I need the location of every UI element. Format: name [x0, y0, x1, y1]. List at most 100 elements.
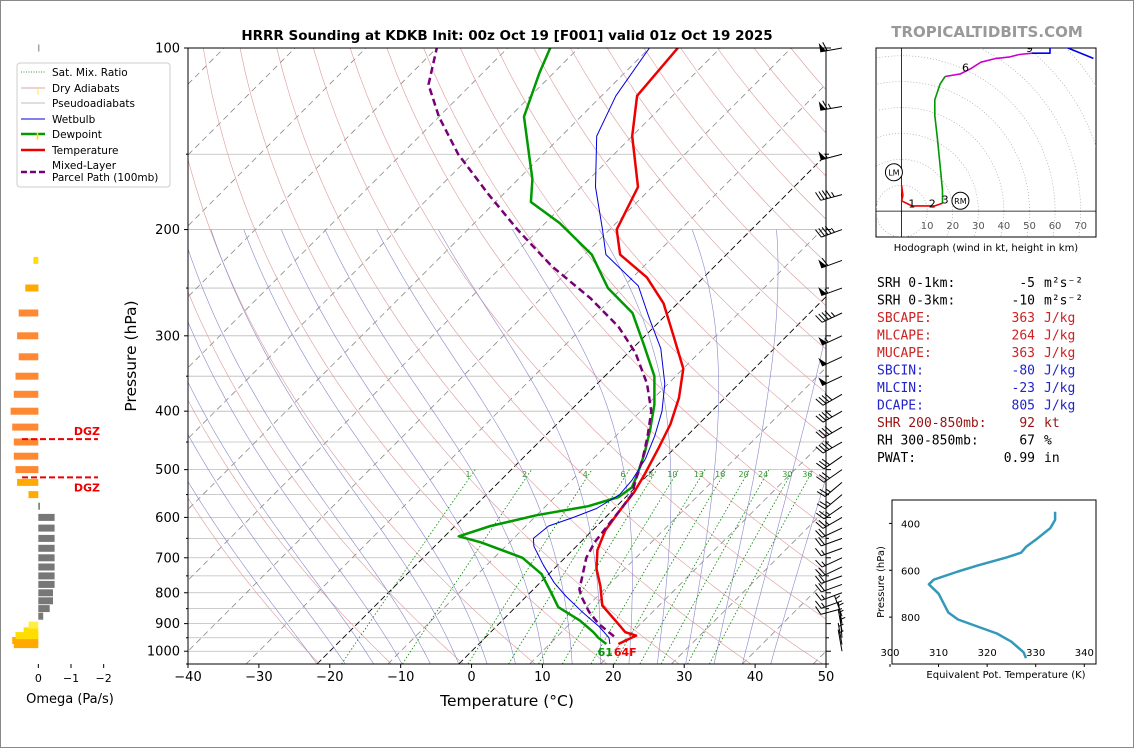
- wind-barb-feather: [815, 569, 823, 577]
- wind-barb: [815, 536, 843, 547]
- hodograph-caption: Hodograph (wind in kt, height in km): [894, 243, 1079, 254]
- wind-barb-half-feather: [825, 511, 831, 516]
- wind-barb: [818, 287, 843, 297]
- index-value: 67: [1019, 434, 1035, 449]
- omega-bar: [12, 637, 39, 644]
- theta-e-line: [927, 511, 1057, 659]
- omega-x-tick-label: −1: [63, 672, 79, 685]
- index-row: PWAT: 0.99 in: [877, 451, 1060, 466]
- skew-t-frame: [187, 47, 827, 665]
- moist-adiabat-line: [713, 229, 779, 664]
- omega-axis-label: Omega (Pa/s): [26, 692, 114, 707]
- y-tick-label: 500: [155, 463, 180, 478]
- wind-barb-half-feather: [835, 595, 841, 600]
- legend-label-mixed-layer: Mixed-Layer: [52, 160, 117, 172]
- omega-bar: [38, 544, 55, 552]
- y-tick-label: 200: [155, 223, 180, 238]
- wind-barb-feather: [815, 559, 823, 568]
- wind-barb-staff: [824, 482, 843, 497]
- hodograph-tick-label: 20: [946, 221, 959, 232]
- wind-barb-feather: [818, 528, 826, 537]
- wind-barb-staff: [822, 426, 843, 439]
- wind-barb-feather: [821, 412, 830, 420]
- legend: Sat. Mix. Ratio Dry Adiabats Pseudoadiab…: [16, 62, 171, 188]
- wind-barb-staff: [821, 312, 843, 323]
- isotherm-line: [188, 48, 296, 156]
- wind-barb-half-feather: [830, 227, 835, 233]
- index-row: RH 300-850mb: 67%: [877, 434, 1052, 449]
- wind-barb-flag: [818, 259, 827, 268]
- wind-barb: [837, 629, 844, 652]
- wind-barb-half-feather: [824, 153, 828, 159]
- omega-bar: [15, 372, 39, 380]
- y-tick-label: 1000: [147, 645, 180, 660]
- hodograph-tick-label: 50: [1023, 221, 1036, 232]
- wind-barb-feather: [815, 548, 822, 557]
- mixing-ratio-label: 36: [802, 470, 812, 479]
- index-row: SHR 200-850mb: 92 kt: [877, 416, 1060, 431]
- wind-barb-feather: [815, 192, 822, 201]
- wind-barb-half-feather: [838, 630, 844, 634]
- wind-barb-staff: [823, 505, 843, 520]
- mixing-ratio-line: [687, 469, 794, 664]
- series-wetbulb-line: [532, 48, 666, 645]
- wind-barb-feather: [815, 398, 824, 406]
- wind-barb-staff: [837, 622, 843, 645]
- theta-e-x-tick-label: 310: [929, 648, 948, 659]
- wind-barb-feather: [818, 519, 827, 528]
- storm-motion-label: LM: [888, 168, 899, 177]
- wind-barb: [815, 557, 843, 568]
- wind-barb-feather: [821, 427, 830, 435]
- isotherm-line: [188, 48, 508, 369]
- index-row: SBCIN: -80 J/kg: [877, 364, 1075, 379]
- x-tick-label: −30: [245, 670, 272, 685]
- omega-bar: [36, 132, 39, 140]
- wind-barb-staff: [822, 410, 843, 423]
- moist-adiabat-line: [243, 229, 488, 664]
- x-axis-label: Temperature (°C): [439, 692, 574, 710]
- omega-bar: [38, 612, 44, 620]
- wind-barb: [818, 151, 843, 161]
- wind-barb: [818, 335, 843, 346]
- index-label: MUCAPE:: [877, 346, 932, 361]
- wind-barb-half-feather: [821, 602, 826, 608]
- hodograph-height-label: 2: [929, 197, 936, 210]
- x-tick-label: 30: [676, 670, 693, 685]
- dry-adiabat-line: [423, 48, 826, 528]
- legend-label-dewpoint: Dewpoint: [52, 129, 102, 141]
- theta-e-x-tick-label: 300: [880, 648, 899, 659]
- index-row: SRH 0-3km: -10 m²s⁻²: [877, 294, 1083, 309]
- wind-barb-feather: [821, 312, 829, 320]
- mixing-ratio-label: 30: [782, 470, 792, 479]
- omega-bar: [38, 589, 53, 597]
- omega-bar: [13, 438, 39, 446]
- wind-barb-feather: [822, 42, 828, 51]
- wind-barb-feather: [821, 442, 830, 450]
- omega-bar: [18, 353, 39, 361]
- wind-barb-feather: [821, 226, 829, 236]
- isotherm-line: [458, 296, 826, 664]
- mixing-ratio-line: [538, 469, 658, 664]
- x-tick-label: 10: [534, 670, 551, 685]
- theta-e-panel: 300 310 320 330 340 400 600 800 Equivalent Pot.…: [876, 499, 1097, 681]
- wind-barb: [815, 547, 843, 557]
- wind-barb-half-feather: [827, 103, 832, 109]
- x-tick-label: −10: [387, 670, 414, 685]
- index-label: SHR 200-850mb:: [877, 416, 987, 431]
- wind-barb: [815, 393, 843, 406]
- wind-barb-feather: [824, 393, 833, 401]
- omega-bar: [15, 632, 39, 640]
- wind-barb: [818, 42, 843, 53]
- wind-barb: [818, 257, 843, 269]
- x-tick-label: −40: [174, 670, 201, 685]
- theta-e-x-label: Equivalent Pot. Temperature (K): [926, 670, 1085, 681]
- surface-temperature-label: 64F: [614, 646, 637, 659]
- hodograph-tick-label: 70: [1074, 221, 1087, 232]
- wind-barb: [815, 310, 843, 323]
- wind-barb-feather: [822, 100, 828, 110]
- wind-barb-half-feather: [821, 594, 826, 600]
- moist-adiabat-line: [324, 229, 545, 664]
- x-tick-label: 0: [467, 670, 475, 685]
- moist-adiabat-line: [376, 229, 573, 664]
- index-value: 805: [1012, 399, 1035, 414]
